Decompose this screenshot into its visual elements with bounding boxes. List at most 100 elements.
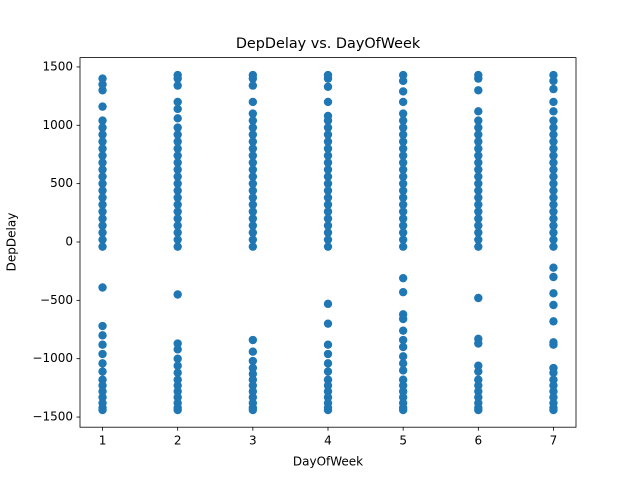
scatter-point [323,70,333,80]
scatter-point [549,116,558,125]
scatter-point [398,352,408,361]
scatter-point [398,207,408,216]
scatter-point [248,207,258,216]
scatter-point [398,130,408,139]
scatter-point [98,381,107,390]
scatter-point [323,340,333,349]
scatter-point [323,97,333,107]
scatter-point [173,179,182,188]
scatter-point [323,200,333,209]
scatter-point [398,387,408,396]
scatter-point [398,366,408,375]
scatter-point [173,130,182,139]
scatter-point [323,393,333,402]
scatter-point [98,228,107,237]
scatter-point [173,393,182,402]
scatter-point [173,97,182,107]
scatter-point [549,375,558,384]
scatter-point [323,228,333,237]
scatter-point [173,381,182,390]
scatter-point [323,165,333,174]
scatter-point [474,375,483,384]
scatter-point [98,235,107,244]
scatter-point [323,375,333,384]
y-tick-label: −1500 [32,410,73,424]
scatter-point [98,200,107,209]
scatter-point [398,273,408,283]
scatter-point [248,193,258,202]
scatter-point [173,200,182,209]
scatter-point [398,221,408,230]
scatter-point [248,335,258,345]
scatter-point [98,393,107,402]
scatter-point [98,349,107,359]
scatter-point [474,339,483,348]
y-tick-label: 1500 [42,59,73,73]
scatter-point [98,193,107,202]
scatter-point [98,367,107,376]
scatter-point [474,200,483,209]
scatter-point [474,123,483,132]
scatter-point [398,381,408,390]
scatter-point [323,349,333,359]
scatter-point [549,207,558,216]
scatter-point [474,242,483,251]
scatter-point [248,158,258,167]
scatter-point [98,283,107,292]
scatter-point [98,86,107,95]
scatter-point [248,369,258,379]
scatter-point [248,151,258,160]
scatter-point [323,130,333,139]
scatter-point [398,151,408,160]
scatter-point [323,123,333,132]
scatter-point [474,361,483,370]
scatter-point [98,321,107,331]
scatter-point [474,293,483,303]
scatter-point [549,200,558,209]
scatter-point [474,116,483,125]
x-tick-label: 4 [324,434,332,448]
scatter-point [398,76,408,86]
scatter-point [98,80,107,89]
scatter-point [323,158,333,167]
scatter-point [323,137,333,146]
scatter-point [323,242,333,251]
scatter-point [173,354,182,363]
scatter-point [98,375,107,384]
scatter-point [398,393,408,402]
scatter-point [474,86,483,95]
scatter-point [173,104,182,114]
scatter-point [98,207,107,216]
scatter-point [323,172,333,181]
scatter-point [398,335,408,345]
scatter-point [98,331,107,340]
scatter-point [173,81,182,90]
scatter-point [323,179,333,188]
scatter-point [248,235,258,244]
x-tick-label: 6 [474,434,482,448]
scatter-point [398,193,408,202]
scatter-point [173,207,182,216]
scatter-point [549,272,558,282]
scatter-point [98,359,107,368]
scatter-point [98,137,107,146]
scatter-point [549,235,558,244]
scatter-point [323,207,333,216]
scatter-point [474,172,483,181]
scatter-point [98,158,107,167]
scatter-point [248,200,258,209]
scatter-point [549,144,558,153]
x-axis-label: DayOfWeek [293,455,363,469]
scatter-point [248,123,258,132]
scatter-point [98,144,107,153]
scatter-point [248,356,258,366]
scatter-point [98,116,107,125]
scatter-point [248,221,258,230]
scatter-point [474,144,483,153]
scatter-point [98,242,107,251]
scatter-point [398,200,408,209]
scatter-point [173,137,182,146]
scatter-point [474,137,483,146]
scatter-point [549,381,558,390]
